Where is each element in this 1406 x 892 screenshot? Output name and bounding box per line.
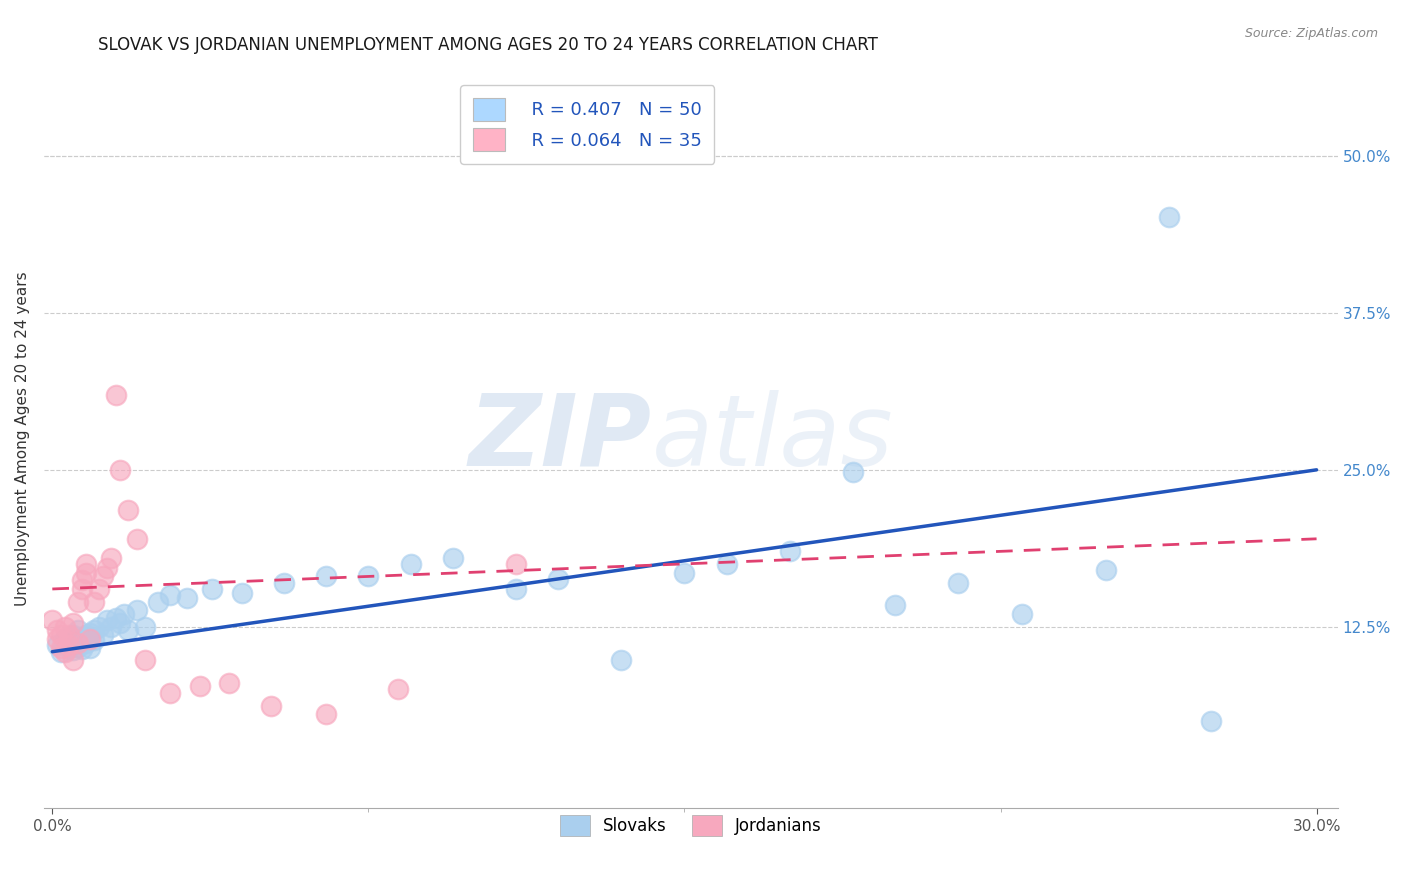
Point: [884, 599, 907, 613]
Point: [87, 619, 110, 633]
Point: [505, 582, 527, 596]
Point: [58, 628, 80, 642]
Point: [260, 698, 283, 713]
Point: [96, 613, 118, 627]
Point: [53, 645, 76, 659]
Point: [45, 624, 67, 638]
Point: [1095, 563, 1118, 577]
Point: [104, 387, 127, 401]
Point: [53, 619, 76, 633]
Point: [58, 640, 80, 655]
Point: [91, 569, 114, 583]
Point: [87, 582, 110, 596]
Point: [58, 636, 80, 650]
Point: [49, 645, 72, 659]
Point: [610, 653, 633, 667]
Point: [75, 566, 97, 580]
Point: [779, 544, 801, 558]
Point: [716, 557, 738, 571]
Point: [134, 619, 156, 633]
Point: [62, 653, 84, 667]
Point: [547, 572, 569, 586]
Text: atlas: atlas: [652, 390, 894, 487]
Point: [218, 676, 240, 690]
Point: [842, 466, 865, 480]
Point: [399, 557, 422, 571]
Point: [188, 679, 211, 693]
Point: [315, 569, 337, 583]
Text: SLOVAK VS JORDANIAN UNEMPLOYMENT AMONG AGES 20 TO 24 YEARS CORRELATION CHART: SLOVAK VS JORDANIAN UNEMPLOYMENT AMONG A…: [98, 36, 879, 54]
Point: [108, 615, 131, 630]
Point: [62, 628, 84, 642]
Point: [91, 628, 114, 642]
Point: [100, 550, 122, 565]
Point: [673, 566, 696, 580]
Point: [70, 632, 93, 647]
Point: [62, 615, 84, 630]
Point: [117, 624, 139, 638]
Legend: Slovaks, Jordanians: Slovaks, Jordanians: [551, 806, 830, 845]
Point: [83, 594, 105, 608]
Point: [117, 503, 139, 517]
Point: [273, 575, 295, 590]
Point: [134, 653, 156, 667]
Point: [62, 643, 84, 657]
Point: [159, 588, 181, 602]
Point: [357, 569, 380, 583]
Point: [79, 632, 101, 647]
Point: [70, 582, 93, 596]
Point: [125, 603, 148, 617]
Point: [108, 463, 131, 477]
Point: [146, 594, 169, 608]
Point: [70, 573, 93, 587]
Point: [948, 575, 970, 590]
Point: [83, 624, 105, 638]
Point: [70, 642, 93, 657]
Point: [45, 632, 67, 647]
Point: [387, 682, 409, 697]
Point: [505, 557, 527, 571]
Point: [79, 640, 101, 655]
Point: [104, 611, 127, 625]
Text: Source: ZipAtlas.com: Source: ZipAtlas.com: [1244, 27, 1378, 40]
Point: [49, 628, 72, 642]
Text: ZIP: ZIP: [470, 390, 652, 487]
Point: [1011, 607, 1033, 621]
Point: [79, 625, 101, 640]
Point: [1157, 210, 1180, 224]
Point: [1199, 714, 1222, 728]
Point: [83, 633, 105, 648]
Point: [441, 550, 464, 565]
Point: [159, 686, 181, 700]
Point: [41, 613, 63, 627]
Point: [75, 557, 97, 571]
Point: [49, 640, 72, 655]
Point: [66, 636, 89, 650]
Point: [45, 639, 67, 653]
Point: [66, 640, 89, 654]
Point: [96, 560, 118, 574]
Point: [75, 636, 97, 650]
Point: [112, 607, 135, 621]
Point: [58, 639, 80, 653]
Point: [66, 594, 89, 608]
Point: [100, 619, 122, 633]
Point: [315, 707, 337, 722]
Point: [176, 591, 198, 605]
Y-axis label: Unemployment Among Ages 20 to 24 years: Unemployment Among Ages 20 to 24 years: [15, 271, 30, 606]
Point: [125, 532, 148, 546]
Point: [66, 624, 89, 638]
Point: [75, 628, 97, 642]
Point: [231, 586, 253, 600]
Point: [201, 582, 224, 596]
Point: [53, 632, 76, 647]
